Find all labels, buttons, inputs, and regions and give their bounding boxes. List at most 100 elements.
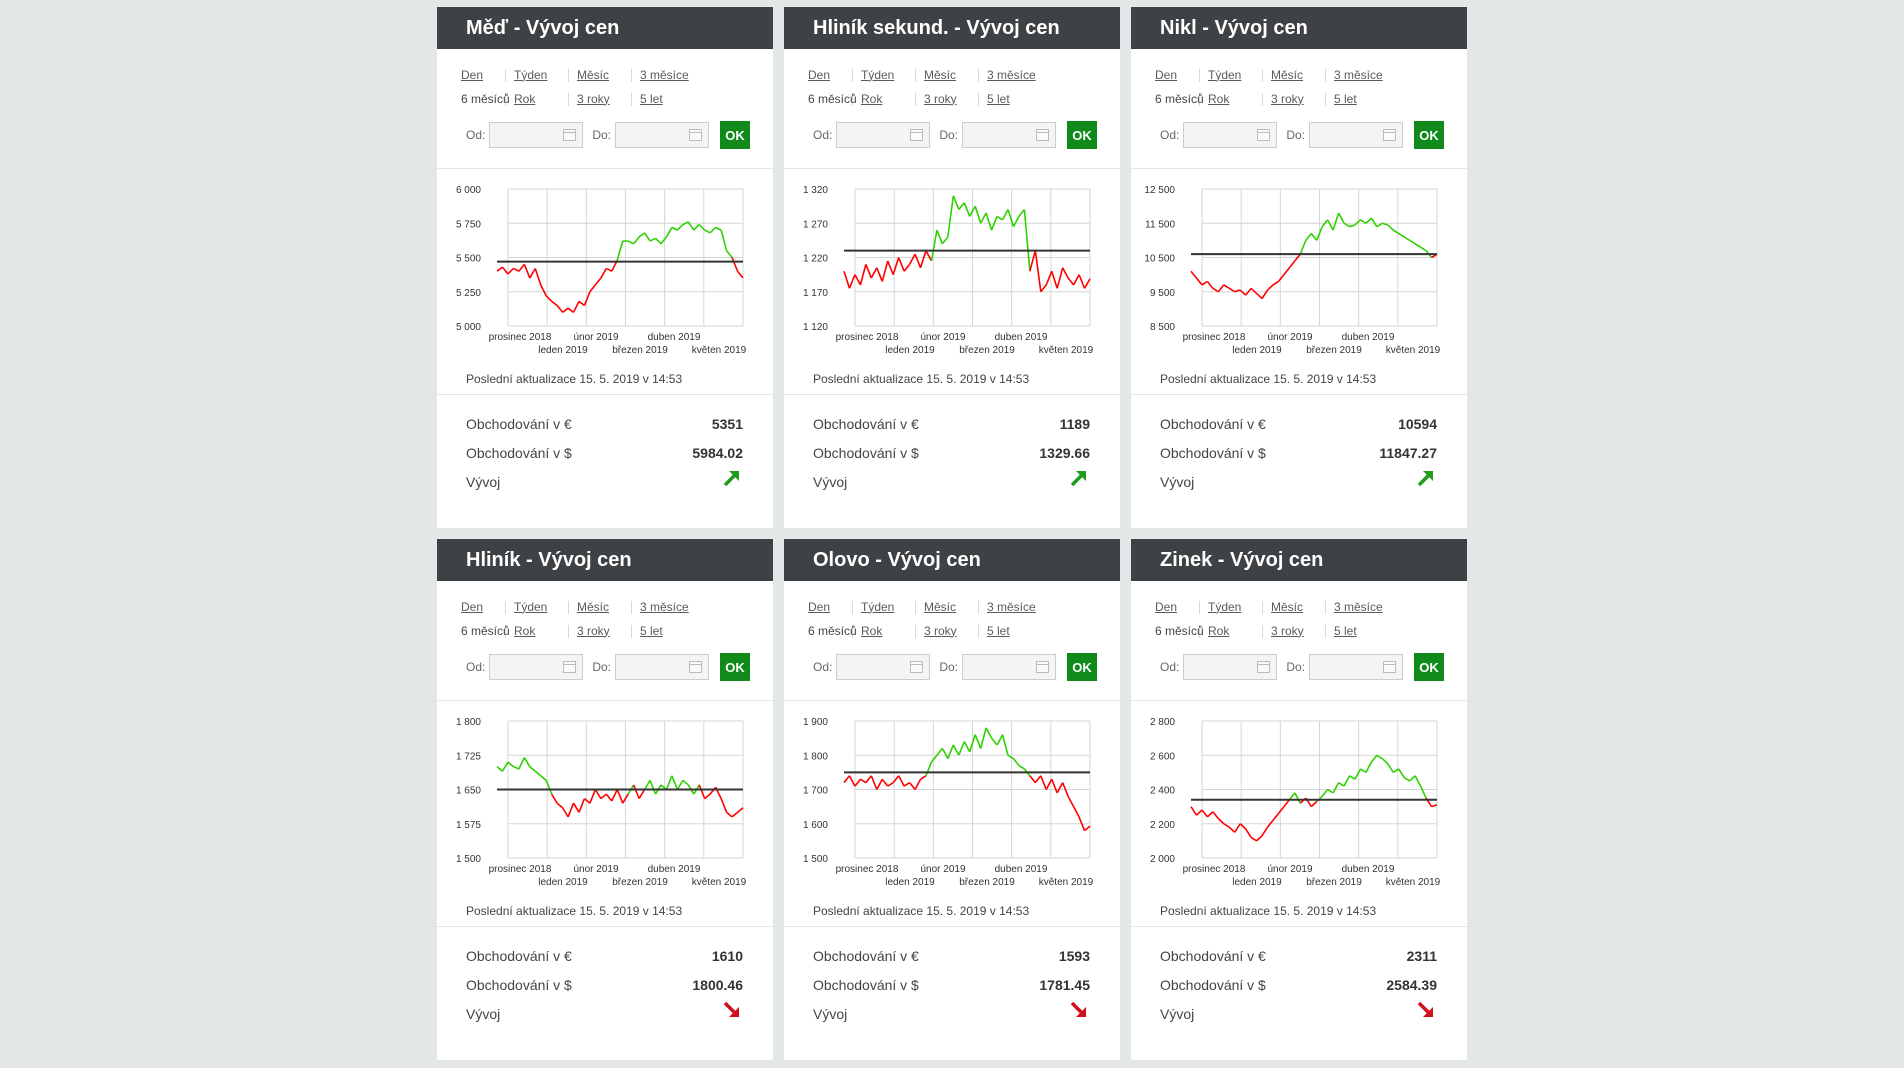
range-link[interactable]: 3 měsíce bbox=[640, 599, 689, 614]
from-date-input[interactable] bbox=[1183, 122, 1278, 148]
price-segment bbox=[529, 268, 536, 279]
calendar-icon[interactable] bbox=[1036, 129, 1050, 141]
range-link[interactable]: 6 měsíců bbox=[808, 91, 857, 106]
price-segment bbox=[947, 195, 955, 238]
range-link[interactable]: Den bbox=[461, 68, 506, 82]
range-link[interactable]: Den bbox=[461, 600, 506, 614]
price-segment bbox=[985, 727, 993, 739]
usd-row: Obchodování v $ 1800.46 bbox=[466, 970, 743, 999]
range-link[interactable]: Den bbox=[808, 68, 853, 82]
calendar-icon[interactable] bbox=[1036, 661, 1050, 673]
range-link[interactable]: 5 let bbox=[987, 623, 1010, 638]
range-link[interactable]: 3 měsíce bbox=[987, 599, 1036, 614]
ok-button[interactable]: OK bbox=[1067, 121, 1098, 149]
cards-grid: Měď - Vývoj cen Den Týden Měsíc 3 měsíce 6 … bbox=[437, 7, 1467, 1060]
from-date-input[interactable] bbox=[489, 654, 584, 680]
price-chart: 6 000 5 750 5 500 5 250 5 000 prosinec 2018 ún… bbox=[437, 169, 773, 367]
price-segment bbox=[947, 744, 955, 759]
range-link[interactable]: Měsíc bbox=[924, 68, 979, 82]
to-date-input[interactable] bbox=[1309, 654, 1404, 680]
range-link[interactable]: 5 let bbox=[640, 623, 663, 638]
range-link[interactable]: 6 měsíců bbox=[461, 91, 510, 106]
from-date-input[interactable] bbox=[489, 122, 584, 148]
price-segment bbox=[876, 267, 884, 282]
range-link[interactable]: 5 let bbox=[1334, 623, 1357, 638]
range-link[interactable]: Rok bbox=[861, 92, 916, 106]
calendar-icon[interactable] bbox=[1257, 129, 1271, 141]
range-link[interactable]: 3 měsíce bbox=[1334, 599, 1383, 614]
range-link[interactable]: 3 měsíce bbox=[987, 67, 1036, 82]
range-link[interactable]: 6 měsíců bbox=[1155, 623, 1204, 638]
to-date-input[interactable] bbox=[615, 654, 710, 680]
price-segment bbox=[605, 793, 613, 802]
price-segment bbox=[1398, 768, 1405, 778]
calendar-icon[interactable] bbox=[1257, 661, 1271, 673]
range-link[interactable]: Měsíc bbox=[577, 68, 632, 82]
range-link[interactable]: Den bbox=[1155, 68, 1200, 82]
price-segment bbox=[633, 236, 640, 245]
price-card: Nikl - Vývoj cen Den Týden Měsíc 3 měsíce 6… bbox=[1131, 7, 1467, 528]
ok-button[interactable]: OK bbox=[720, 653, 751, 681]
range-link[interactable]: Den bbox=[808, 600, 853, 614]
range-link[interactable]: 5 let bbox=[987, 91, 1010, 106]
to-date-input[interactable] bbox=[615, 122, 710, 148]
calendar-icon[interactable] bbox=[910, 661, 924, 673]
price-segment bbox=[1365, 217, 1372, 224]
range-link[interactable]: 5 let bbox=[640, 91, 663, 106]
ok-button[interactable]: OK bbox=[1067, 653, 1098, 681]
to-date-input[interactable] bbox=[1309, 122, 1404, 148]
price-segment bbox=[643, 232, 651, 242]
range-link[interactable]: 3 měsíce bbox=[1334, 67, 1383, 82]
calendar-icon[interactable] bbox=[1383, 661, 1397, 673]
last-updated: Poslední aktualizace 15. 5. 2019 v 14:53 bbox=[1160, 372, 1377, 386]
price-segment bbox=[1067, 795, 1075, 808]
calendar-icon[interactable] bbox=[689, 129, 703, 141]
from-date-input[interactable] bbox=[1183, 654, 1278, 680]
price-segment bbox=[1392, 768, 1400, 774]
range-link[interactable]: 3 měsíce bbox=[640, 67, 689, 82]
range-link[interactable]: 3 roky bbox=[1271, 624, 1326, 638]
range-link[interactable]: Den bbox=[1155, 600, 1200, 614]
range-link[interactable]: Měsíc bbox=[577, 600, 632, 614]
range-link[interactable]: 6 měsíců bbox=[808, 623, 857, 638]
range-link[interactable]: 6 měsíců bbox=[461, 623, 510, 638]
price-segment bbox=[1376, 754, 1383, 760]
range-link[interactable]: Rok bbox=[861, 624, 916, 638]
range-link[interactable]: Měsíc bbox=[1271, 68, 1326, 82]
range-link[interactable]: Měsíc bbox=[924, 600, 979, 614]
calendar-icon[interactable] bbox=[1383, 129, 1397, 141]
range-link[interactable]: Měsíc bbox=[1271, 600, 1326, 614]
range-link[interactable]: 3 roky bbox=[924, 624, 979, 638]
range-link[interactable]: Týden bbox=[1208, 600, 1263, 614]
range-link[interactable]: Rok bbox=[1208, 92, 1263, 106]
ok-button[interactable]: OK bbox=[1414, 653, 1445, 681]
to-date-input[interactable] bbox=[962, 654, 1057, 680]
calendar-icon[interactable] bbox=[689, 661, 703, 673]
ok-button[interactable]: OK bbox=[720, 121, 751, 149]
range-link[interactable]: 3 roky bbox=[924, 92, 979, 106]
range-link[interactable]: 3 roky bbox=[577, 92, 632, 106]
range-link[interactable]: 3 roky bbox=[1271, 92, 1326, 106]
divider bbox=[784, 926, 1120, 927]
range-link[interactable]: 5 let bbox=[1334, 91, 1357, 106]
range-link[interactable]: Rok bbox=[514, 92, 569, 106]
calendar-icon[interactable] bbox=[563, 661, 577, 673]
eur-row: Obchodování v € 1610 bbox=[466, 941, 743, 970]
price-segment bbox=[897, 257, 905, 272]
ok-button[interactable]: OK bbox=[1414, 121, 1445, 149]
range-link[interactable]: Rok bbox=[514, 624, 569, 638]
range-link[interactable]: 6 měsíců bbox=[1155, 91, 1204, 106]
from-date-input[interactable] bbox=[836, 122, 931, 148]
range-link[interactable]: Týden bbox=[861, 600, 916, 614]
range-link[interactable]: Týden bbox=[861, 68, 916, 82]
range-link[interactable]: Týden bbox=[1208, 68, 1263, 82]
trend-label: Vývoj bbox=[466, 473, 501, 490]
range-link[interactable]: Rok bbox=[1208, 624, 1263, 638]
calendar-icon[interactable] bbox=[563, 129, 577, 141]
range-link[interactable]: 3 roky bbox=[577, 624, 632, 638]
to-date-input[interactable] bbox=[962, 122, 1057, 148]
from-date-input[interactable] bbox=[836, 654, 931, 680]
range-link[interactable]: Týden bbox=[514, 600, 569, 614]
calendar-icon[interactable] bbox=[910, 129, 924, 141]
range-link[interactable]: Týden bbox=[514, 68, 569, 82]
